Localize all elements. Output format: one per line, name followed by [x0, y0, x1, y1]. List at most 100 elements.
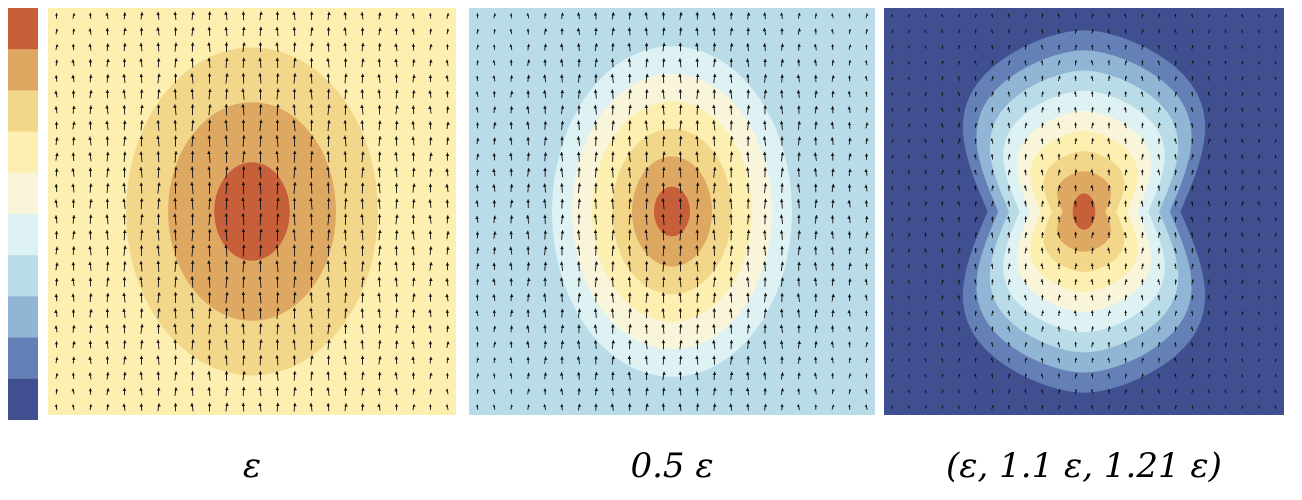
vector-arrow [1224, 169, 1227, 175]
contour-plot-epsilon-triplet [884, 8, 1284, 415]
vector-arrow [1157, 216, 1161, 223]
vector-arrow [411, 245, 415, 256]
vector-arrow [344, 308, 348, 319]
vector-arrow [645, 292, 649, 303]
vector-arrow [173, 88, 177, 100]
vector-arrow [360, 12, 364, 20]
vector-arrow [309, 73, 313, 84]
vector-arrow [544, 136, 548, 146]
vector-arrow [797, 152, 801, 162]
vector-arrow [1257, 232, 1260, 238]
vector-arrow [662, 276, 666, 288]
vector-arrow [941, 154, 944, 160]
vector-arrow [123, 12, 127, 20]
vector-arrow [974, 200, 978, 207]
vector-arrow [1074, 153, 1078, 160]
vector-arrow [1257, 107, 1261, 112]
vector-arrow [88, 28, 92, 35]
vector-arrow [1274, 170, 1277, 175]
vector-arrow [1040, 357, 1044, 363]
vector-arrow [1140, 75, 1144, 82]
vector-arrow [796, 199, 801, 209]
vector-arrow [577, 403, 582, 411]
vector-arrow [628, 12, 632, 20]
vector-arrow [797, 230, 802, 240]
vector-arrow [190, 260, 195, 273]
vector-arrow [475, 75, 479, 82]
vector-arrow [208, 11, 212, 21]
vector-arrow [224, 135, 228, 147]
vector-arrow [559, 261, 564, 272]
vector-arrow [713, 58, 717, 68]
vector-arrow [157, 276, 161, 288]
vector-arrow [276, 88, 280, 100]
vector-arrow [559, 277, 564, 287]
vector-arrow [712, 104, 716, 115]
vector-arrow [242, 57, 246, 68]
vector-arrow [797, 121, 802, 130]
vector-arrow [577, 198, 582, 209]
vector-arrow [543, 340, 548, 349]
vector-arrow [1057, 294, 1061, 301]
vector-arrow [780, 43, 785, 51]
vector-arrow [1074, 29, 1078, 34]
vector-arrow [327, 104, 331, 116]
vector-arrow [224, 150, 229, 163]
vector-arrow [394, 151, 398, 162]
vector-arrow [343, 355, 347, 365]
vector-arrow [1191, 138, 1194, 144]
vector-arrow [527, 43, 531, 51]
vector-arrow [361, 387, 365, 396]
vector-arrow [157, 387, 161, 396]
vector-arrow [509, 341, 513, 348]
vector-arrow [695, 371, 699, 381]
vector-arrow [1024, 247, 1028, 254]
vector-arrow [361, 276, 365, 288]
vector-arrow [526, 152, 531, 161]
vector-arrow [696, 403, 700, 411]
vector-arrow [1241, 45, 1243, 49]
vector-arrow [377, 167, 381, 178]
vector-arrow [1023, 185, 1027, 191]
vector-arrow [139, 27, 144, 36]
vector-arrow [1174, 13, 1177, 18]
vector-arrow [395, 229, 399, 240]
vector-arrow [343, 339, 347, 350]
vector-arrow [848, 262, 852, 270]
vector-arrow [746, 340, 751, 349]
vector-arrow [1157, 185, 1161, 191]
vector-arrow [509, 325, 514, 333]
vector-arrow [679, 213, 683, 225]
vector-arrow [241, 104, 245, 116]
vector-arrow [242, 42, 246, 53]
vector-arrow [241, 119, 246, 132]
vector-arrow [1023, 75, 1027, 82]
vector-arrow [594, 371, 599, 380]
vector-arrow [327, 323, 331, 335]
vector-arrow [275, 370, 279, 381]
vector-arrow [780, 183, 784, 193]
vector-arrow [763, 277, 767, 287]
vector-arrow [746, 229, 751, 241]
vector-arrow [259, 228, 263, 242]
vector-arrow [1107, 13, 1110, 19]
vector-arrow [712, 120, 716, 131]
vector-arrow [71, 59, 75, 67]
vector-arrow [309, 307, 313, 319]
vector-arrow [814, 340, 818, 349]
vector-arrow [1274, 123, 1278, 128]
vector-arrow [1241, 358, 1244, 363]
vector-arrow [310, 119, 314, 132]
vector-arrow [974, 76, 977, 81]
vector-arrow [576, 261, 581, 272]
vector-arrow [310, 11, 314, 21]
vector-arrow [156, 11, 160, 20]
vector-arrow [428, 214, 432, 224]
vector-arrow [678, 260, 683, 272]
vector-arrow [1123, 231, 1127, 239]
vector-arrow [1157, 279, 1161, 285]
vector-arrow [327, 11, 331, 20]
vector-arrow [275, 228, 280, 242]
vector-arrow [309, 88, 313, 100]
vector-arrow [1023, 294, 1027, 301]
